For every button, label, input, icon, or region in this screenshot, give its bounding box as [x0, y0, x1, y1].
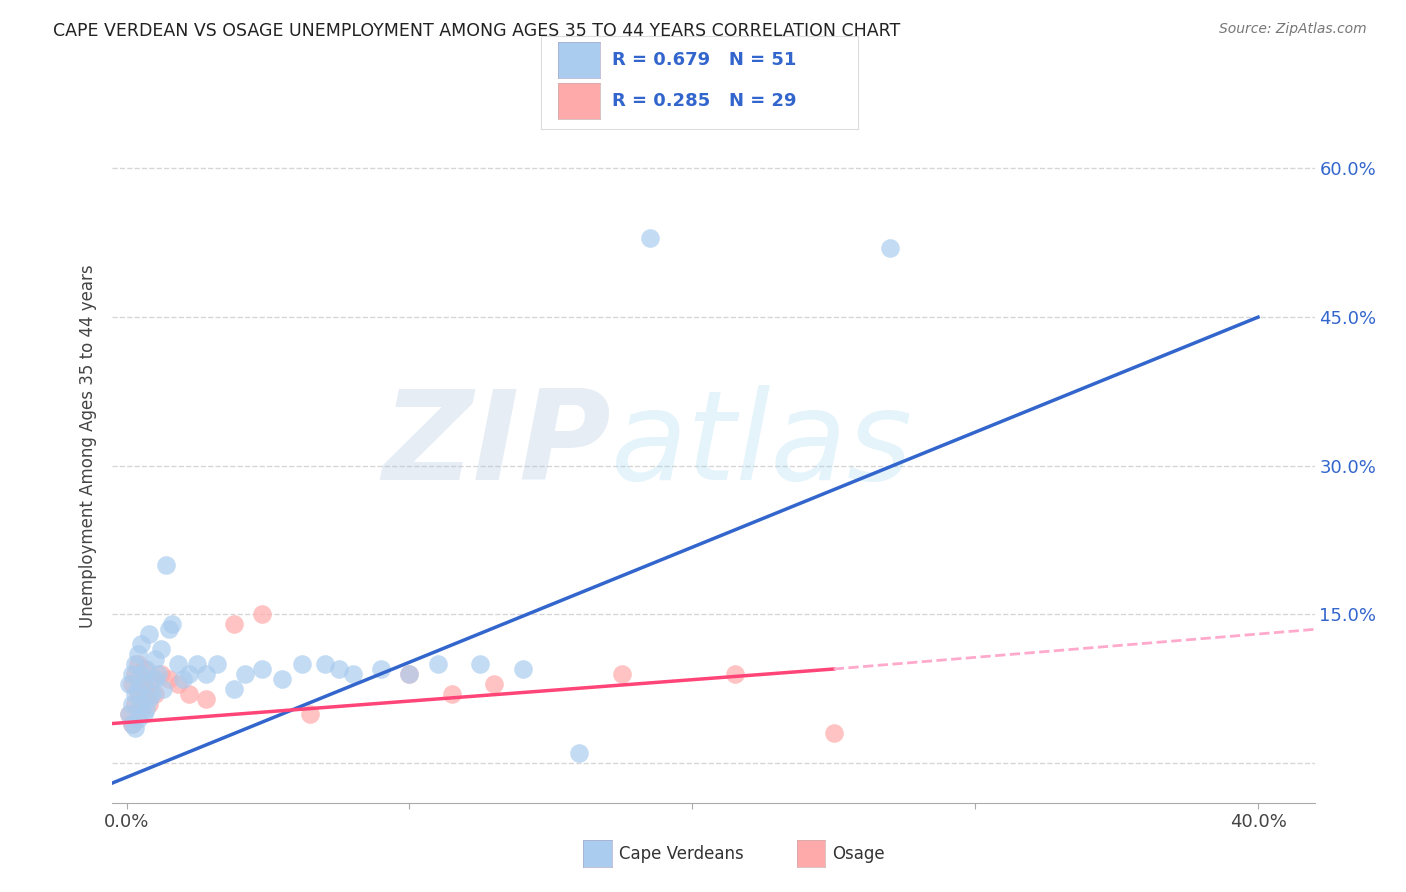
- Point: [127, 687, 149, 701]
- Point: [121, 716, 143, 731]
- Point: [194, 667, 217, 681]
- Text: Cape Verdeans: Cape Verdeans: [619, 845, 744, 863]
- Point: [132, 691, 155, 706]
- Point: [127, 712, 149, 726]
- Point: [568, 746, 591, 760]
- Point: [271, 672, 294, 686]
- Point: [132, 662, 155, 676]
- Point: [143, 672, 166, 686]
- Y-axis label: Unemployment Among Ages 35 to 44 years: Unemployment Among Ages 35 to 44 years: [79, 264, 97, 628]
- Point: [157, 623, 180, 637]
- Point: [426, 657, 449, 671]
- Point: [224, 681, 246, 696]
- Point: [127, 657, 149, 671]
- Point: [252, 607, 274, 622]
- Point: [484, 677, 506, 691]
- Point: [152, 681, 174, 696]
- Point: [118, 677, 141, 691]
- Text: Osage: Osage: [832, 845, 884, 863]
- Text: ZIP: ZIP: [382, 385, 612, 507]
- Point: [398, 667, 420, 681]
- Point: [342, 667, 364, 681]
- Point: [118, 706, 141, 721]
- Point: [124, 657, 146, 671]
- Point: [879, 241, 901, 255]
- Point: [135, 662, 157, 676]
- Point: [129, 697, 152, 711]
- Point: [194, 691, 217, 706]
- Point: [143, 652, 166, 666]
- Point: [135, 681, 157, 696]
- Point: [149, 667, 172, 681]
- Point: [610, 667, 633, 681]
- Point: [724, 667, 747, 681]
- Point: [149, 642, 172, 657]
- Point: [124, 722, 146, 736]
- Point: [252, 662, 274, 676]
- Point: [172, 672, 194, 686]
- Point: [398, 667, 420, 681]
- Point: [205, 657, 228, 671]
- Point: [127, 647, 149, 661]
- Point: [328, 662, 350, 676]
- Point: [370, 662, 392, 676]
- Point: [638, 231, 661, 245]
- Point: [512, 662, 534, 676]
- Point: [127, 681, 149, 696]
- Point: [177, 667, 200, 681]
- Point: [138, 691, 160, 706]
- Point: [141, 687, 163, 701]
- Text: Source: ZipAtlas.com: Source: ZipAtlas.com: [1219, 22, 1367, 37]
- Point: [132, 706, 155, 721]
- Point: [166, 657, 188, 671]
- Point: [129, 637, 152, 651]
- Point: [124, 687, 146, 701]
- Point: [823, 726, 845, 740]
- Point: [157, 672, 180, 686]
- Point: [143, 687, 166, 701]
- Point: [155, 558, 177, 572]
- Point: [291, 657, 314, 671]
- Point: [177, 687, 200, 701]
- Text: R = 0.285   N = 29: R = 0.285 N = 29: [612, 92, 796, 110]
- Point: [124, 667, 146, 681]
- Point: [135, 701, 157, 715]
- Point: [470, 657, 492, 671]
- Point: [166, 677, 188, 691]
- Point: [299, 706, 322, 721]
- Point: [121, 677, 143, 691]
- Point: [129, 667, 152, 681]
- Point: [121, 697, 143, 711]
- Point: [160, 617, 183, 632]
- Point: [129, 677, 152, 691]
- Point: [132, 677, 155, 691]
- Point: [138, 697, 160, 711]
- Point: [141, 672, 163, 686]
- Point: [121, 716, 143, 731]
- Point: [124, 697, 146, 711]
- Text: R = 0.679   N = 51: R = 0.679 N = 51: [612, 51, 796, 69]
- Point: [224, 617, 246, 632]
- Point: [314, 657, 336, 671]
- Text: CAPE VERDEAN VS OSAGE UNEMPLOYMENT AMONG AGES 35 TO 44 YEARS CORRELATION CHART: CAPE VERDEAN VS OSAGE UNEMPLOYMENT AMONG…: [53, 22, 901, 40]
- Point: [138, 627, 160, 641]
- Point: [129, 701, 152, 715]
- Point: [121, 667, 143, 681]
- Point: [235, 667, 257, 681]
- Point: [146, 667, 169, 681]
- Point: [118, 706, 141, 721]
- Point: [440, 687, 463, 701]
- Point: [186, 657, 208, 671]
- Text: atlas: atlas: [612, 385, 914, 507]
